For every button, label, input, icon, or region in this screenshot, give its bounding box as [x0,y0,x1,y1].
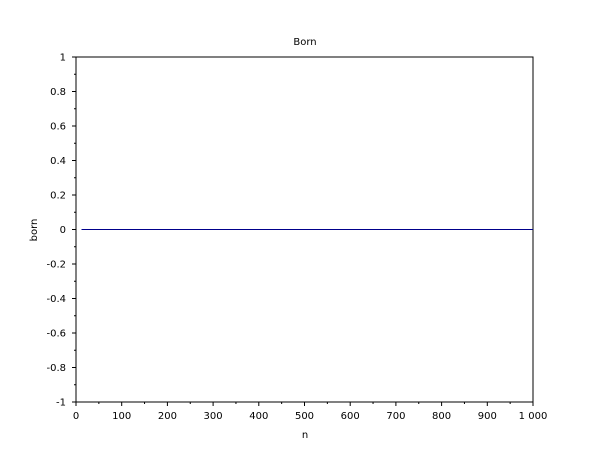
chart-title: Born [293,37,316,48]
y-tick-label: -0.2 [46,260,66,271]
y-tick-label: 0.4 [50,156,66,167]
y-tick-label: -0.4 [46,294,66,305]
y-tick-label: -0.8 [46,363,66,374]
y-axis-label: born [29,219,40,242]
x-tick-label: 400 [249,411,268,422]
y-tick-label: -1 [56,398,66,409]
x-tick-label: 800 [432,411,451,422]
x-tick-label: 900 [478,411,497,422]
x-tick-label: 600 [341,411,360,422]
y-tick-label: 0.6 [50,122,66,133]
x-tick-label: 300 [204,411,223,422]
y-tick-label: 1 [60,53,66,64]
x-tick-label: 0 [73,411,79,422]
x-axis-label: n [302,430,308,441]
y-tick-label: 0.8 [50,87,66,98]
x-tick-label: 100 [112,411,131,422]
x-tick-label: 200 [158,411,177,422]
x-tick-label: 500 [295,411,314,422]
x-axis: 0 100 200 300 400 500 600 700 800 900 1 000 [73,402,548,422]
x-tick-label: 700 [386,411,405,422]
y-tick-label: -0.6 [46,329,66,340]
y-axis: -1 -0.8 -0.6 -0.4 -0.2 0 0.2 0.4 0.6 0.8 1 [46,53,76,409]
y-tick-label: 0.2 [50,191,66,202]
x-tick-label: 1 000 [519,411,548,422]
y-tick-label: 0 [60,225,66,236]
